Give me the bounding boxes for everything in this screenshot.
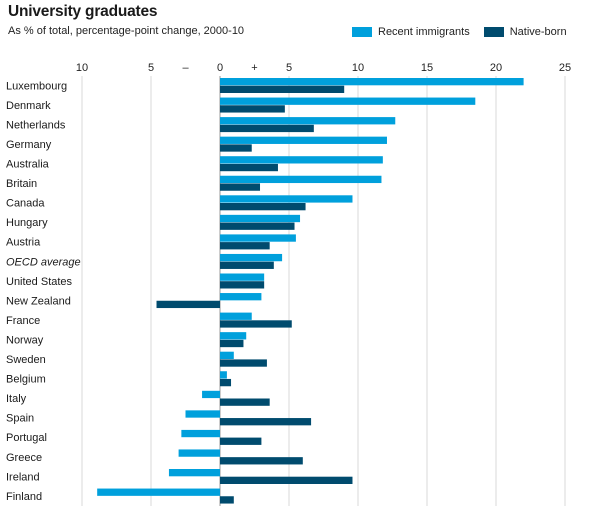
bar-native-born: [220, 476, 353, 484]
bar-native-born: [220, 124, 314, 133]
legend-label-native-born: Native-born: [509, 26, 567, 38]
category-label: Italy: [6, 393, 27, 405]
bar-recent-immigrants: [220, 156, 383, 164]
x-tick-label: 10: [352, 62, 364, 74]
x-tick-label: 25: [559, 62, 571, 74]
category-label: United States: [6, 276, 73, 288]
category-label: Britain: [6, 178, 37, 190]
bar-recent-immigrants: [220, 253, 283, 262]
x-tick-label: 10: [76, 62, 88, 74]
category-label: Germany: [6, 139, 52, 151]
bar-native-born: [220, 144, 252, 152]
bar-native-born: [220, 85, 345, 93]
category-label: Finland: [6, 491, 42, 503]
category-label: Spain: [6, 413, 34, 425]
bar-native-born: [220, 398, 270, 406]
bar-native-born: [220, 183, 261, 191]
x-tick-label: 15: [421, 62, 433, 74]
category-label: Norway: [6, 334, 44, 346]
bar-native-born: [220, 261, 274, 269]
x-tick-label: 20: [490, 62, 502, 74]
category-label: Canada: [6, 198, 45, 210]
bar-native-born: [220, 163, 278, 172]
x-sign-minus: –: [182, 62, 189, 74]
category-label: OECD average: [6, 256, 81, 268]
bar-native-born: [220, 320, 292, 328]
bar-native-born: [220, 359, 267, 367]
bar-recent-immigrants: [220, 351, 234, 359]
category-label: Greece: [6, 452, 42, 464]
bar-recent-immigrants: [97, 488, 220, 496]
bar-recent-immigrants: [220, 195, 353, 203]
bar-native-born: [156, 300, 220, 309]
bar-recent-immigrants: [220, 293, 262, 301]
bar-native-born: [220, 242, 270, 250]
bar-native-born: [220, 203, 306, 211]
category-label: France: [6, 315, 40, 327]
bar-native-born: [220, 418, 312, 426]
category-label: Austria: [6, 237, 41, 249]
category-label: Ireland: [6, 471, 40, 483]
legend-swatch-recent-immigrants: [352, 27, 372, 37]
bar-recent-immigrants: [178, 449, 220, 457]
category-label: New Zealand: [6, 295, 71, 307]
bar-recent-immigrants: [220, 234, 296, 242]
bar-recent-immigrants: [220, 273, 265, 281]
chart-title: University graduates: [8, 3, 158, 20]
category-label: Australia: [6, 159, 50, 171]
bar-native-born: [220, 222, 295, 230]
bar-recent-immigrants: [168, 469, 220, 477]
x-tick-label: 5: [286, 62, 292, 74]
bar-recent-immigrants: [220, 371, 227, 379]
bar-recent-immigrants: [202, 390, 220, 399]
bar-native-born: [220, 378, 232, 387]
bar-recent-immigrants: [220, 78, 524, 86]
chart-subtitle: As % of total, percentage-point change, …: [8, 25, 245, 37]
category-label: Luxembourg: [6, 80, 67, 92]
category-label: Hungary: [6, 217, 48, 229]
bar-recent-immigrants: [220, 332, 247, 340]
bar-recent-immigrants: [185, 410, 220, 418]
category-label: Denmark: [6, 100, 51, 112]
x-tick-label: 0: [217, 62, 223, 74]
bar-native-born: [220, 437, 262, 445]
bar-native-born: [220, 457, 303, 465]
x-tick-label: 5: [148, 62, 154, 74]
category-label: Belgium: [6, 374, 46, 386]
bar-recent-immigrants: [220, 97, 476, 105]
bar-recent-immigrants: [220, 136, 387, 144]
bar-recent-immigrants: [181, 429, 220, 438]
category-label: Sweden: [6, 354, 46, 366]
bar-native-born: [220, 339, 244, 348]
legend-item-recent-immigrants: Recent immigrants: [352, 26, 470, 38]
bar-native-born: [220, 281, 265, 289]
bar-recent-immigrants: [220, 117, 396, 125]
bar-native-born: [220, 105, 285, 113]
legend-label-recent-immigrants: Recent immigrants: [378, 26, 470, 38]
category-label: Netherlands: [6, 119, 66, 131]
bar-recent-immigrants: [220, 312, 252, 320]
bar-recent-immigrants: [220, 214, 301, 223]
bar-native-born: [220, 496, 234, 504]
legend-item-native-born: Native-born: [483, 26, 567, 38]
legend-swatch-native-born: [483, 27, 504, 37]
legend: Recent immigrants Native-born: [352, 26, 581, 38]
bar-recent-immigrants: [220, 175, 382, 184]
category-label: Portugal: [6, 432, 47, 444]
x-sign-plus: +: [251, 62, 257, 74]
